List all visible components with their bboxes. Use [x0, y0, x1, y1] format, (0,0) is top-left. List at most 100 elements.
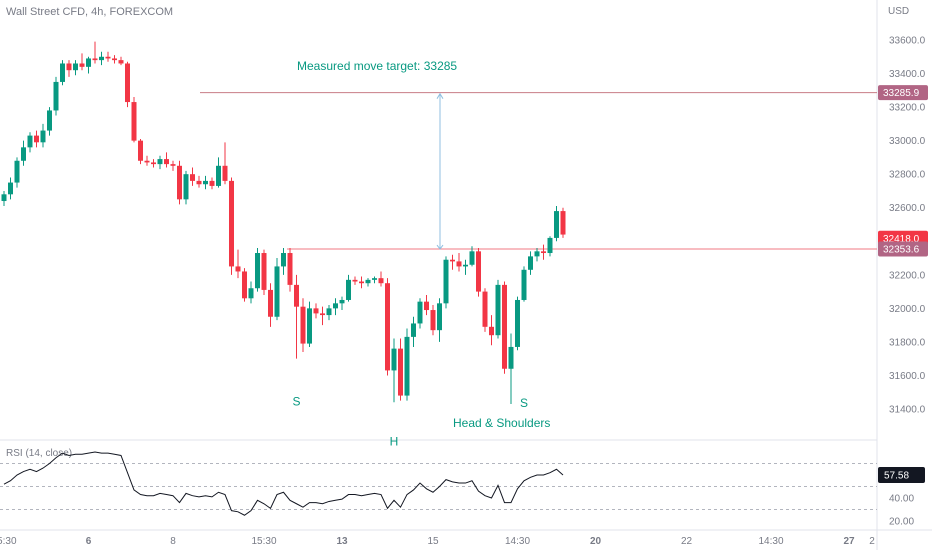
pattern-marks: S H S: [292, 394, 528, 448]
candle-body: [437, 303, 442, 331]
chart-title: Wall Street CFD, 4h, FOREXCOM: [6, 6, 174, 18]
candle-body: [450, 259, 455, 262]
rsi-value-label: 57.58: [884, 471, 909, 482]
candle-body: [242, 271, 247, 299]
candle-body: [502, 284, 507, 369]
candle: [430, 305, 436, 336]
candle-body: [183, 174, 189, 200]
candle: [196, 175, 202, 188]
candle: [216, 157, 221, 188]
candle: [34, 130, 39, 148]
candle-body: [274, 266, 280, 317]
price-tick-label: 31600.0: [889, 371, 926, 382]
candle-body: [53, 81, 59, 111]
candle: [313, 303, 319, 319]
candle-body: [151, 162, 156, 165]
candle-body: [313, 308, 319, 314]
candle: [170, 160, 176, 171]
price-axis: 33600.0 33400.0 33200.0 33000.0 32800.0 32600…: [889, 36, 926, 416]
candle-body: [248, 288, 254, 299]
candle-body: [294, 284, 299, 307]
arrow-head: [436, 92, 444, 99]
target-price-tag-bg: [878, 85, 928, 101]
candle-body: [398, 348, 403, 396]
price-tick-label: 32200.0: [889, 270, 926, 281]
candle: [105, 51, 111, 62]
candle: [99, 51, 104, 66]
candle-body: [378, 278, 384, 284]
candle: [222, 142, 228, 185]
candle: [203, 175, 208, 190]
time-tick-label: 27: [843, 536, 855, 547]
pattern-label: Head & Shoulders: [453, 416, 550, 430]
candle: [190, 167, 195, 186]
candle: [235, 249, 241, 279]
target-price-tag: 33285.9: [883, 88, 920, 99]
candle-body: [287, 253, 293, 285]
candle: [255, 247, 260, 292]
candle-body: [1, 194, 7, 202]
candle-body: [222, 165, 228, 181]
candle-body: [60, 63, 65, 82]
candle: [281, 247, 286, 275]
candle-body: [521, 269, 527, 300]
candle-body: [34, 135, 39, 143]
candle: [287, 247, 293, 292]
time-tick-label: 15: [427, 536, 439, 547]
candle: [378, 271, 384, 287]
candle: [268, 283, 273, 327]
candle-body: [528, 256, 533, 270]
candle: [21, 140, 26, 166]
candle: [118, 56, 124, 66]
candle-body: [404, 336, 410, 396]
candle-body: [554, 211, 559, 238]
candle: [229, 177, 234, 275]
candle-body: [560, 211, 566, 235]
candle: [515, 296, 520, 351]
candle: [424, 294, 429, 316]
candle: [151, 159, 156, 168]
candle: [27, 132, 33, 153]
candle: [502, 281, 507, 374]
candle: [60, 60, 65, 86]
time-tick-label: 14:30: [505, 536, 530, 547]
candle-body: [190, 174, 195, 181]
candle: [560, 207, 566, 238]
candle-body: [359, 281, 364, 284]
neckline-price-tag: 32353.6: [883, 245, 920, 256]
candle: [47, 107, 52, 136]
candle: [8, 177, 13, 200]
candle: [157, 155, 163, 170]
candle-body: [281, 253, 286, 267]
time-tick-label: 14:30: [758, 536, 783, 547]
candle-body: [326, 308, 332, 316]
rsi-tick-label: 40.00: [889, 494, 914, 505]
candle: [73, 60, 78, 76]
candle-body: [333, 303, 338, 309]
candle-body: [417, 301, 423, 324]
candle-body: [8, 182, 13, 195]
candle-body: [476, 251, 481, 292]
candle-body: [508, 346, 514, 369]
candle: [450, 254, 455, 270]
candle-body: [125, 63, 130, 103]
candle: [417, 298, 423, 329]
rsi-line: [3, 451, 564, 516]
price-tick-label: 32800.0: [889, 170, 926, 181]
price-tick-label: 33200.0: [889, 103, 926, 114]
candle: [495, 279, 501, 339]
candle: [79, 53, 85, 71]
candle-body: [300, 306, 306, 344]
candle-body: [547, 237, 553, 254]
candle-body: [196, 180, 202, 185]
candle-body: [482, 291, 488, 327]
candle-body: [430, 310, 436, 331]
candle: [476, 247, 481, 297]
candle-body: [307, 308, 312, 344]
candle-body: [79, 63, 85, 67]
currency-label: USD: [888, 6, 909, 17]
candle: [307, 301, 312, 347]
candle-body: [463, 264, 468, 267]
